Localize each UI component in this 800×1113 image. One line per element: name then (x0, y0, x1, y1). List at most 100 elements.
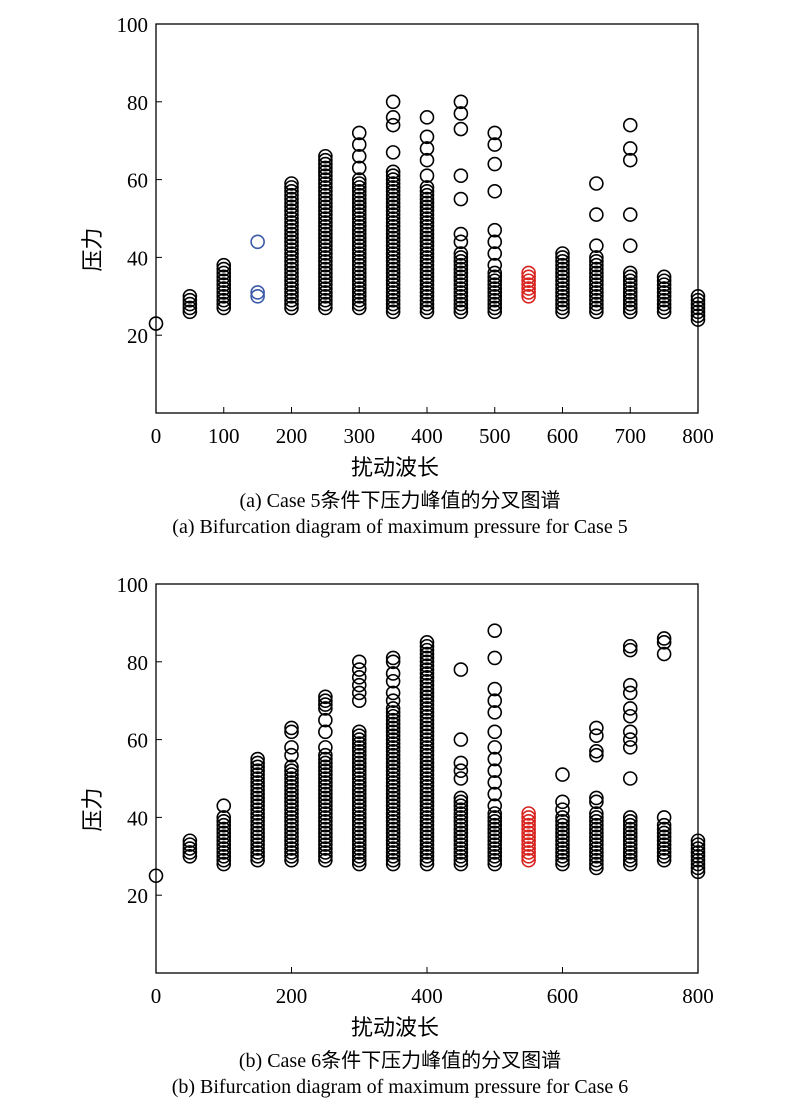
data-point (555, 848, 570, 864)
data-point (419, 658, 435, 673)
data-point (589, 747, 604, 763)
data-point (250, 771, 265, 786)
data-point (419, 813, 435, 829)
data-point (622, 817, 638, 833)
data-point (250, 821, 265, 837)
data-point (385, 763, 401, 779)
data-point (453, 771, 469, 786)
data-point (622, 856, 638, 872)
data-point (216, 292, 232, 308)
x-tick-label: 0 (151, 984, 162, 1008)
data-point (419, 285, 435, 300)
x-tick-label: 200 (276, 984, 308, 1008)
data-point (453, 300, 469, 316)
data-point (453, 281, 469, 296)
data-point (589, 277, 604, 292)
data-point (318, 763, 333, 779)
data-point (487, 845, 503, 860)
data-point (656, 829, 672, 845)
data-point (419, 848, 435, 864)
data-point (487, 751, 503, 767)
data-point (284, 782, 299, 798)
data-point (318, 821, 333, 837)
y-tick-label: 20 (127, 884, 148, 908)
data-point (419, 141, 435, 156)
data-point (318, 164, 333, 180)
data-point (555, 257, 570, 273)
data-point (318, 183, 333, 199)
data-point (284, 767, 299, 782)
data-point (351, 654, 367, 670)
data-point (351, 277, 367, 292)
data-point (453, 226, 469, 242)
data-point (385, 145, 401, 160)
data-point (318, 281, 333, 296)
data-point (284, 269, 299, 285)
data-point (385, 296, 401, 312)
data-point (385, 837, 401, 852)
data-point (622, 771, 638, 786)
data-point (351, 685, 367, 701)
data-point (385, 817, 401, 833)
data-point (521, 845, 536, 860)
data-point (284, 176, 299, 191)
data-point (351, 253, 367, 269)
data-point (385, 253, 401, 269)
data-point (487, 837, 503, 852)
data-point (419, 230, 435, 246)
data-point (351, 180, 367, 195)
data-point (589, 273, 604, 289)
data-point (318, 829, 333, 845)
data-point (318, 767, 333, 782)
data-point (284, 273, 299, 289)
data-point (284, 226, 299, 242)
data-point (250, 806, 265, 821)
data-point (453, 837, 469, 852)
data-point (487, 234, 503, 250)
data-point (453, 273, 469, 289)
data-point (419, 187, 435, 203)
data-point (318, 775, 333, 790)
data-point (521, 821, 536, 837)
data-point (521, 833, 536, 849)
data-point (351, 829, 367, 845)
data-point (351, 736, 367, 751)
data-point (487, 137, 503, 152)
data-point (453, 250, 469, 265)
data-point (385, 705, 401, 720)
data-point (385, 813, 401, 829)
y-tick-label: 100 (117, 573, 149, 597)
data-point (453, 257, 469, 273)
data-point (622, 677, 638, 693)
data-point (284, 234, 299, 250)
data-point (351, 767, 367, 782)
data-point (487, 222, 503, 238)
data-point (487, 813, 503, 829)
data-point (351, 281, 367, 296)
data-point (351, 300, 367, 316)
data-point (216, 829, 232, 845)
data-point (555, 852, 570, 868)
data-point (250, 841, 265, 856)
data-point (284, 798, 299, 814)
data-point (656, 810, 672, 825)
data-point (419, 646, 435, 662)
data-point (419, 763, 435, 779)
data-point (182, 833, 198, 849)
data-point (385, 300, 401, 316)
data-point (419, 821, 435, 837)
data-point (385, 755, 401, 771)
data-point (419, 810, 435, 825)
data-point (385, 732, 401, 747)
data-point (555, 273, 570, 289)
data-point (419, 708, 435, 724)
data-point (284, 720, 299, 736)
data-point (318, 697, 333, 712)
data-point (351, 833, 367, 849)
data-point (284, 852, 299, 868)
data-point (622, 281, 638, 296)
data-point (385, 246, 401, 261)
data-point (622, 813, 638, 829)
data-point (622, 740, 638, 755)
x-tick-label: 400 (411, 984, 443, 1008)
